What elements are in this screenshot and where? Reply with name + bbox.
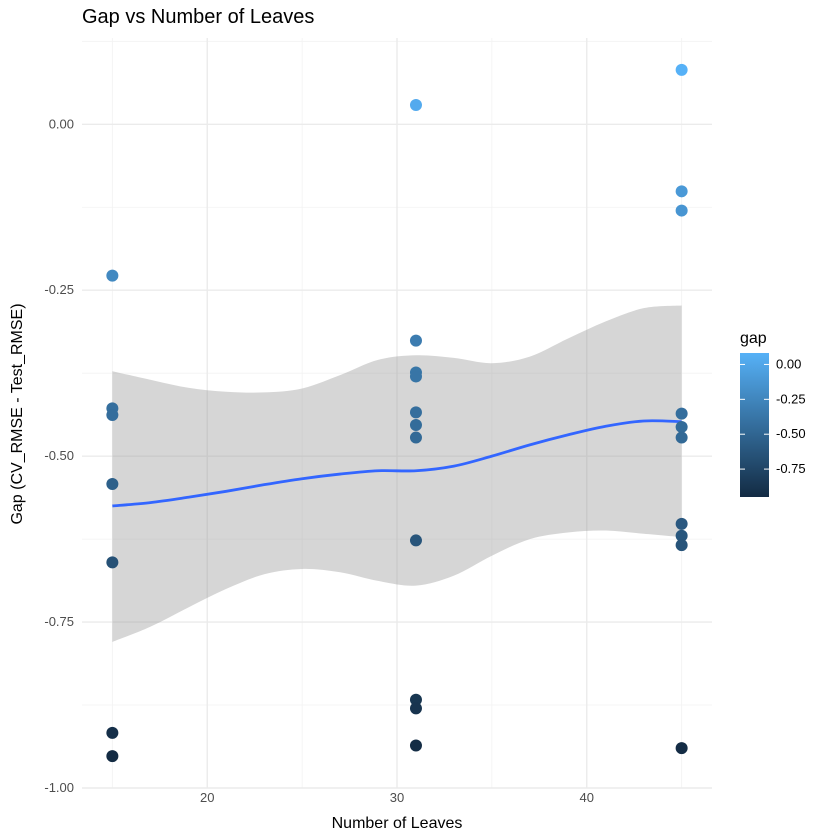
data-point [106,750,119,763]
data-point [675,407,688,420]
data-point [106,408,119,421]
chart-title: Gap vs Number of Leaves [82,6,314,28]
x-tick-label: 40 [580,790,594,805]
y-axis-ticks: -1.00 -0.75 -0.50 -0.25 0.00 [44,116,74,795]
y-tick-label: -1.00 [44,780,74,795]
y-tick-label: -0.25 [44,282,74,297]
x-tick-label: 30 [390,790,404,805]
confidence-band [112,305,682,642]
data-point [409,693,422,706]
legend-colorbar [740,353,769,497]
data-point [675,420,688,433]
y-tick-label: -0.50 [44,448,74,463]
data-point [106,478,119,491]
data-point [675,742,688,755]
data-point [409,702,422,715]
x-tick-label: 20 [200,790,214,805]
confidence-band-layer [112,305,682,642]
legend-title: gap [740,330,767,347]
y-axis-label: Gap (CV_RMSE - Test_RMSE) [9,303,26,524]
data-point [675,539,688,552]
data-point [409,99,422,112]
data-point [675,204,688,217]
legend-ticks: 0.00 -0.25 -0.50 -0.75 [740,356,806,476]
data-point [409,334,422,347]
smooth-line [112,419,682,508]
smooth-line-layer [112,419,682,508]
data-point [409,370,422,383]
data-point [409,534,422,547]
points-layer [106,63,688,763]
legend-tick-label: -0.25 [776,391,806,406]
x-axis-ticks: 20 30 40 [200,790,594,805]
data-point [106,726,119,739]
data-point [409,431,422,444]
data-point [409,406,422,419]
data-point [675,529,688,542]
grid [82,38,712,789]
data-point [409,739,422,752]
y-tick-label: 0.00 [49,116,74,131]
legend-tick-label: -0.75 [776,461,806,476]
data-point [106,269,119,282]
data-point [106,556,119,569]
legend-tick-label: -0.50 [776,426,806,441]
data-point [675,517,688,530]
legend-tick-label: 0.00 [776,356,801,371]
data-point [675,185,688,198]
legend: gap 0.00 -0.25 -0.50 -0.75 [740,330,806,497]
data-point [675,63,688,76]
y-tick-label: -0.75 [44,614,74,629]
data-point [675,431,688,444]
x-axis-label: Number of Leaves [332,815,463,832]
data-point [409,418,422,431]
